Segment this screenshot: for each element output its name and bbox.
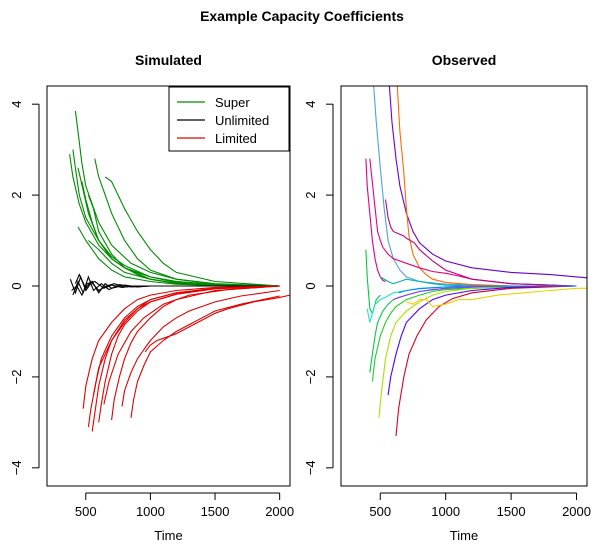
panel-title: Simulated bbox=[135, 52, 202, 68]
series-line bbox=[387, 285, 577, 396]
y-tick-label: −4 bbox=[303, 460, 318, 475]
y-tick-label: 2 bbox=[303, 191, 318, 198]
y-tick-label: 4 bbox=[303, 101, 318, 108]
legend: Super Unlimited Limited bbox=[168, 86, 290, 152]
y-tick-label: 4 bbox=[9, 101, 24, 108]
x-tick-label: 1500 bbox=[201, 504, 230, 519]
legend-label: Super bbox=[215, 95, 250, 110]
series-line bbox=[395, 285, 577, 437]
series-line bbox=[144, 294, 290, 353]
plot-frame bbox=[340, 85, 588, 487]
panel-simulated: Simulated 500 1000 1500 2000 Time −4 −2 0 2 4 Super… bbox=[9, 52, 294, 543]
y-tick-label: −2 bbox=[303, 369, 318, 384]
x-tick-label: 500 bbox=[369, 504, 391, 519]
y-tick-label: 2 bbox=[9, 191, 24, 198]
series-line bbox=[373, 86, 577, 287]
series-line bbox=[82, 285, 280, 409]
panel-observed: Observed 500 1000 1500 2000 Time −4 −2 0 2 4 bbox=[303, 52, 591, 543]
series-line bbox=[369, 158, 577, 287]
x-axis-label: Time bbox=[154, 528, 182, 543]
x-tick-label: 1000 bbox=[431, 504, 460, 519]
x-tick-label: 2000 bbox=[265, 504, 294, 519]
x-tick-label: 500 bbox=[75, 504, 97, 519]
series-line bbox=[77, 226, 280, 287]
series-line bbox=[396, 86, 577, 287]
series-line bbox=[103, 285, 280, 405]
figure-title: Example Capacity Coefficients bbox=[200, 8, 404, 24]
series-group bbox=[365, 86, 587, 437]
series-line bbox=[92, 285, 280, 396]
series-line bbox=[88, 240, 280, 287]
series-line bbox=[111, 285, 280, 421]
y-tick-label: 0 bbox=[9, 282, 24, 289]
x-axis-label: Time bbox=[450, 528, 478, 543]
series-line bbox=[365, 158, 386, 283]
x-tick-label: 2000 bbox=[562, 504, 591, 519]
x-tick-label: 1000 bbox=[136, 504, 165, 519]
series-line bbox=[378, 285, 577, 418]
series-line bbox=[69, 154, 280, 287]
series-line bbox=[71, 280, 280, 297]
legend-label: Unlimited bbox=[215, 113, 269, 128]
series-line bbox=[121, 289, 280, 407]
series-group bbox=[69, 110, 290, 432]
y-tick-label: −4 bbox=[9, 460, 24, 475]
y-tick-label: 0 bbox=[303, 282, 318, 289]
series-line bbox=[371, 285, 577, 382]
plot-frame bbox=[46, 85, 291, 487]
series-line bbox=[94, 158, 280, 287]
y-tick-label: −2 bbox=[9, 369, 24, 384]
legend-box bbox=[168, 86, 290, 152]
series-line bbox=[398, 285, 577, 294]
series-line bbox=[406, 287, 587, 308]
series-line bbox=[365, 249, 381, 315]
series-line bbox=[77, 167, 280, 287]
legend-label: Limited bbox=[215, 131, 257, 146]
panel-title: Observed bbox=[432, 52, 497, 68]
series-line bbox=[72, 149, 280, 287]
series-line bbox=[130, 295, 280, 418]
series-line bbox=[384, 199, 577, 287]
series-line bbox=[104, 176, 280, 287]
x-tick-label: 1500 bbox=[497, 504, 526, 519]
series-line bbox=[91, 285, 280, 432]
series-line bbox=[388, 86, 587, 279]
